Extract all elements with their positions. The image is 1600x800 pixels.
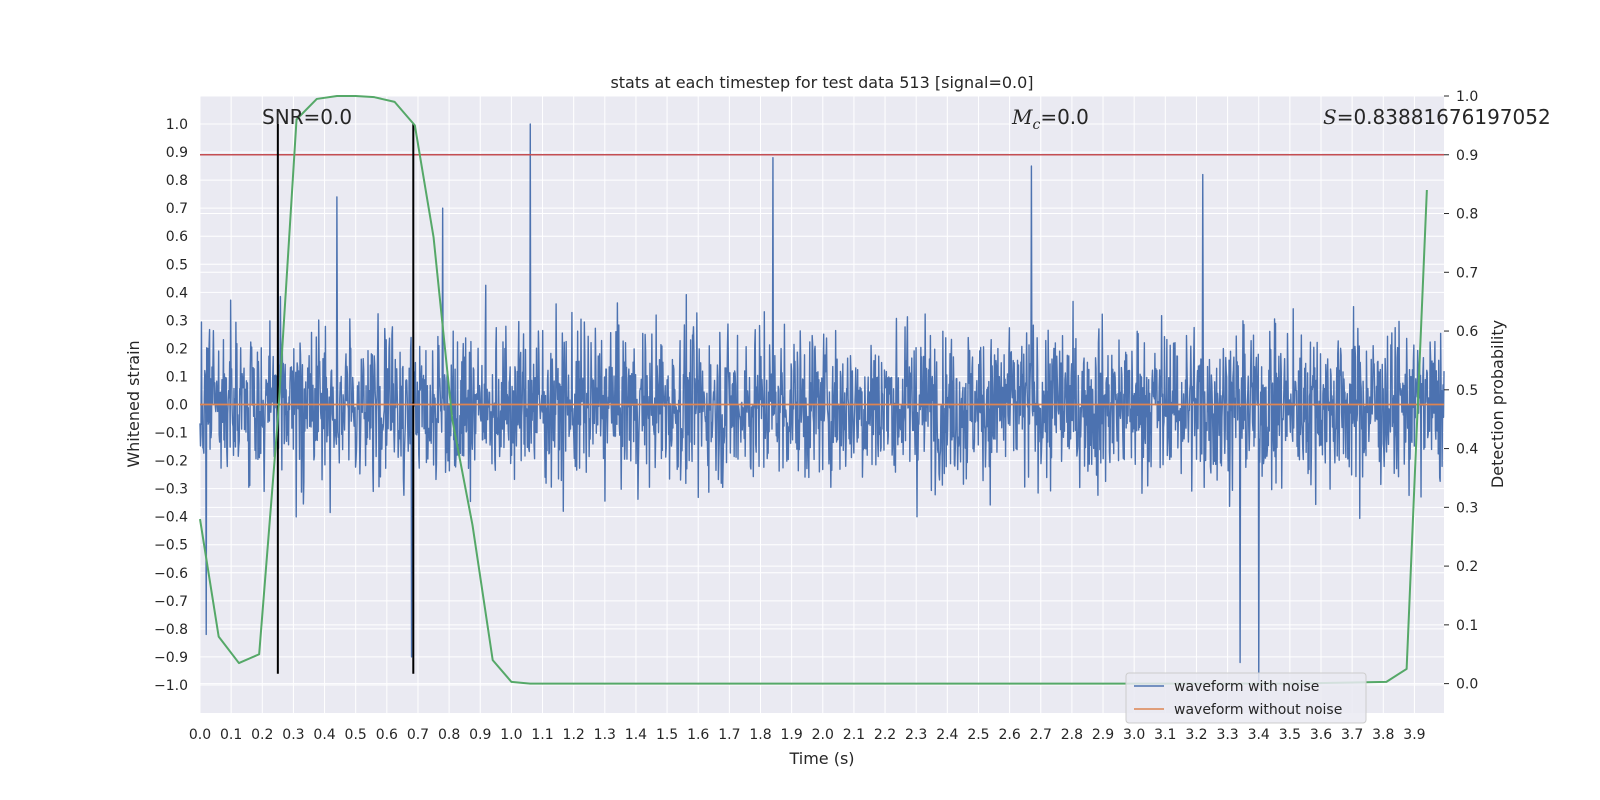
y-tick-label: 0.2 [166,341,188,357]
x-tick-label: 0.8 [438,727,460,743]
legend-label-with-noise: waveform with noise [1174,679,1319,695]
y2-tick-label: 0.5 [1456,383,1478,399]
x-tick-label: 0.1 [220,727,242,743]
x-tick-labels: 0.0 0.1 0.2 0.3 0.4 0.5 0.6 0.7 0.8 0.9 1.0 1.1 1.2 1… [189,727,1426,743]
x-tick-label: 0.5 [345,727,367,743]
x-tick-label: 0.7 [407,727,429,743]
y2-tick-label: 0.8 [1456,207,1478,223]
x-tick-label: 2.8 [1061,727,1083,743]
x-tick-label: 2.9 [1092,727,1114,743]
y2-tick-label: 0.7 [1456,265,1478,281]
y-tick-labels: −1.0 −0.9 −0.8 −0.7 −0.6 −0.5 −0.4 −0.3 −0.2 −0.1… [154,117,188,694]
y2-tick-label: 0.3 [1456,500,1478,516]
y-tick-label: 0.1 [166,369,188,385]
s-value: =0.83881676197052 [1337,105,1551,129]
x-tick-label: 2.1 [843,727,865,743]
x-tick-label: 2.0 [812,727,834,743]
chirp-mass-annotation: Mc=0.0 [1011,105,1089,133]
y-tick-label: −0.6 [154,566,188,582]
y-tick-label: 0.7 [166,201,188,217]
x-tick-label: 1.3 [594,727,616,743]
y-tick-label: 0.5 [166,257,188,273]
y2-tick-label: 0.6 [1456,324,1478,340]
series-detection-probability [199,95,1428,685]
x-tick-label: 2.3 [905,727,927,743]
x-tick-label: 0.9 [469,727,491,743]
y2-tick-label: 1.0 [1456,89,1478,105]
x-axis-label: Time (s) [788,749,854,768]
x-tick-label: 3.3 [1216,727,1238,743]
x-tick-label: 2.2 [874,727,896,743]
y-tick-label: 0.4 [166,285,188,301]
legend: waveform with noise waveform without noi… [1125,672,1367,724]
x-tick-label: 3.7 [1341,727,1363,743]
y-tick-label: 0.3 [166,313,188,329]
x-tick-label: 1.8 [749,727,771,743]
y2-tick-label: 0.2 [1456,559,1478,575]
y-tick-label: −0.7 [154,594,188,610]
y2-tick-label: 0.0 [1456,677,1478,693]
detection-probability-line [199,95,1428,685]
legend-box [1125,672,1367,724]
y2-axis-label: Detection probability [1488,320,1507,488]
y2-tick-label: 0.1 [1456,618,1478,634]
y-tick-label: −0.3 [154,482,188,498]
x-tick-label: 2.4 [936,727,958,743]
s-annotation: S=0.83881676197052 [1323,105,1551,129]
y-tick-label: −0.9 [154,650,188,666]
x-tick-label: 0.2 [251,727,273,743]
reference-lines [200,124,1444,674]
x-tick-label: 0.0 [189,727,211,743]
x-tick-label: 1.1 [531,727,553,743]
x-tick-label: 3.5 [1279,727,1301,743]
x-tick-label: 1.9 [781,727,803,743]
x-tick-label: 3.0 [1123,727,1145,743]
x-tick-label: 3.6 [1310,727,1332,743]
y-tick-label: 0.9 [166,145,188,161]
chart-title: stats at each timestep for test data 513… [610,73,1033,92]
y-tick-label: −0.5 [154,538,188,554]
x-tick-label: 3.9 [1403,727,1425,743]
y-tick-label: 0.8 [166,173,188,189]
x-tick-label: 3.2 [1185,727,1207,743]
y-axis-label: Whitened strain [124,340,143,467]
x-tick-label: 1.0 [500,727,522,743]
x-tick-label: 1.7 [718,727,740,743]
x-tick-label: 2.6 [998,727,1020,743]
chirp-mass-value: =0.0 [1040,105,1089,129]
x-tick-label: 2.7 [1030,727,1052,743]
x-tick-label: 1.6 [687,727,709,743]
y2-tick-labels: 0.0 0.1 0.2 0.3 0.4 0.5 0.6 0.7 0.8 0.9 1.0 [1444,89,1478,693]
y-tick-label: −0.8 [154,622,188,638]
y2-tick-label: 0.9 [1456,148,1478,164]
x-tick-label: 1.5 [656,727,678,743]
y-tick-label: 0.6 [166,229,188,245]
x-tick-label: 1.2 [563,727,585,743]
chirp-mass-subscript: c [1032,117,1040,133]
y-tick-label: −0.4 [154,510,188,526]
x-tick-label: 3.4 [1248,727,1270,743]
y-tick-label: −0.1 [154,426,188,442]
x-tick-label: 0.3 [282,727,304,743]
snr-annotation: SNR=0.0 [262,105,352,129]
x-tick-label: 0.4 [313,727,335,743]
y2-tick-label: 0.4 [1456,442,1478,458]
x-tick-label: 1.4 [625,727,647,743]
series-waveform-with-noise [199,123,1445,686]
x-tick-label: 3.1 [1154,727,1176,743]
y-tick-label: −0.2 [154,454,188,470]
x-tick-label: 0.6 [376,727,398,743]
legend-label-without-noise: waveform without noise [1174,702,1342,718]
s-symbol: S [1323,105,1337,129]
waveform-with-noise-line [199,123,1445,686]
x-tick-label: 2.5 [967,727,989,743]
chirp-mass-symbol: M [1011,105,1033,129]
y-tick-label: −1.0 [154,678,188,694]
y-tick-label: 1.0 [166,117,188,133]
y-tick-label: 0.0 [166,398,188,414]
x-tick-label: 3.8 [1372,727,1394,743]
